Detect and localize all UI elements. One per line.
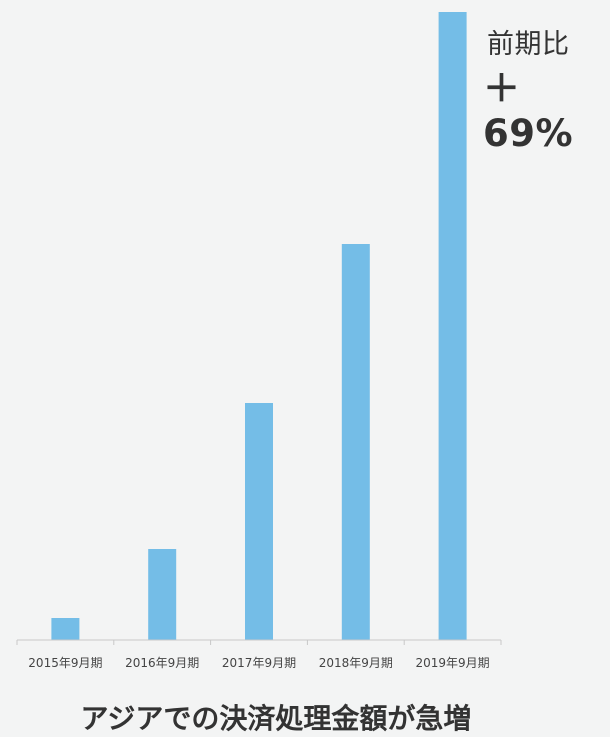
x-tick-label: 2016年9月期	[125, 656, 199, 670]
growth-annotation-label: 前期比	[487, 29, 570, 60]
growth-annotation-value: ＋69%	[483, 67, 574, 155]
bars-group	[51, 12, 467, 640]
bar-2015年9月期	[51, 618, 80, 640]
chart-caption: アジアでの決済処理金額が急増	[80, 702, 472, 735]
x-tick-label: 2015年9月期	[28, 656, 102, 670]
x-axis-labels: 2015年9月期 2016年9月期 2017年9月期 2018年9月期 2019年9月期	[28, 656, 489, 670]
x-axis-ticks	[16, 640, 502, 645]
bar-chart: 2015年9月期 2016年9月期 2017年9月期 2018年9月期 2019年9月期	[16, 12, 502, 670]
x-tick-label: 2018年9月期	[319, 656, 393, 670]
bar-2019年9月期	[438, 12, 467, 640]
bar-2016年9月期	[148, 549, 177, 640]
x-tick-label: 2017年9月期	[222, 656, 296, 670]
bar-2018年9月期	[341, 244, 370, 640]
x-tick-label: 2019年9月期	[416, 656, 490, 670]
bar-2017年9月期	[245, 403, 273, 640]
